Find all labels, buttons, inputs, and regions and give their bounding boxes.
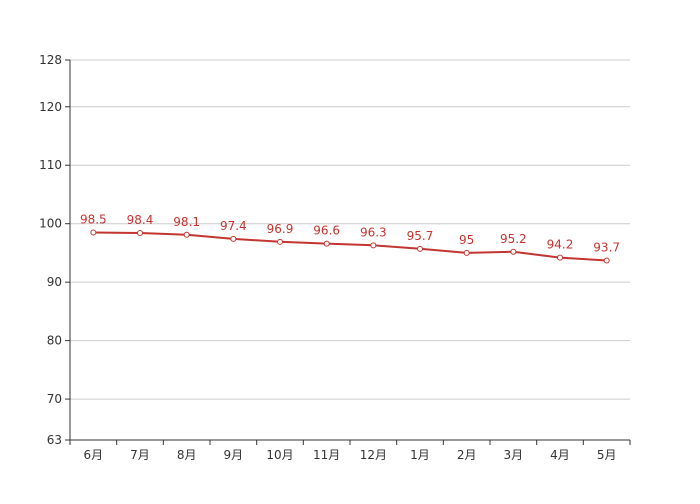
- data-point[interactable]: [230, 235, 237, 242]
- x-tick-label: 10月: [266, 448, 293, 462]
- data-point[interactable]: [277, 238, 283, 245]
- x-tick-label: 9月: [224, 448, 244, 462]
- data-label: 97.4: [220, 219, 247, 233]
- data-point[interactable]: [557, 254, 563, 261]
- data-label: 96.9: [267, 222, 294, 236]
- data-labels: 98.5 98.4 98.1 97.4 96.9 96.6 96.3 95.7 95 95.2 94…: [80, 212, 620, 254]
- x-tick-label: 7月: [130, 448, 150, 462]
- y-tick-label: 90: [47, 275, 62, 289]
- y-tick-label: 100: [39, 217, 62, 231]
- x-tick-label: 1月: [410, 448, 430, 462]
- data-point[interactable]: [370, 242, 377, 249]
- data-label: 93.7: [593, 241, 620, 255]
- data-label: 95.2: [500, 232, 527, 246]
- data-point[interactable]: [463, 249, 470, 256]
- y-tick-label: 63: [47, 433, 62, 447]
- data-label: 96.6: [313, 224, 340, 238]
- series-layer: [90, 229, 610, 264]
- data-label: 98.4: [127, 213, 154, 227]
- x-tick-label: 3月: [504, 448, 524, 462]
- y-tick-label: 110: [39, 158, 62, 172]
- x-tick-label: 6月: [84, 448, 104, 462]
- data-label: 95: [459, 233, 474, 247]
- data-point[interactable]: [323, 240, 330, 247]
- data-point[interactable]: [183, 231, 190, 238]
- x-tick-label: 2月: [457, 448, 477, 462]
- data-point[interactable]: [90, 229, 97, 236]
- x-tick-label: 12月: [360, 448, 387, 462]
- data-point[interactable]: [510, 248, 517, 255]
- y-tick-label: 120: [39, 100, 62, 114]
- data-label: 98.5: [80, 212, 107, 226]
- x-tick-label: 11月: [313, 448, 340, 462]
- data-label: 95.7: [407, 229, 434, 243]
- x-tick-label: 4月: [550, 448, 570, 462]
- x-tick-label: 8月: [177, 448, 197, 462]
- data-point[interactable]: [417, 245, 423, 252]
- data-point[interactable]: [603, 257, 610, 264]
- series-line: [93, 231, 607, 262]
- data-label: 98.1: [173, 215, 200, 229]
- axes: 63 70 80 90 100 110 120 128 6月 7月 8月 9月 10月 11月 12月 1月 2…: [39, 53, 631, 462]
- y-tick-label: 70: [47, 392, 62, 406]
- data-label: 94.2: [547, 238, 574, 252]
- grid: [70, 59, 630, 400]
- data-label: 96.3: [360, 225, 387, 239]
- y-tick-label: 128: [39, 53, 62, 67]
- y-tick-label: 80: [47, 334, 62, 348]
- data-point[interactable]: [137, 230, 143, 237]
- x-tick-label: 5月: [597, 448, 617, 462]
